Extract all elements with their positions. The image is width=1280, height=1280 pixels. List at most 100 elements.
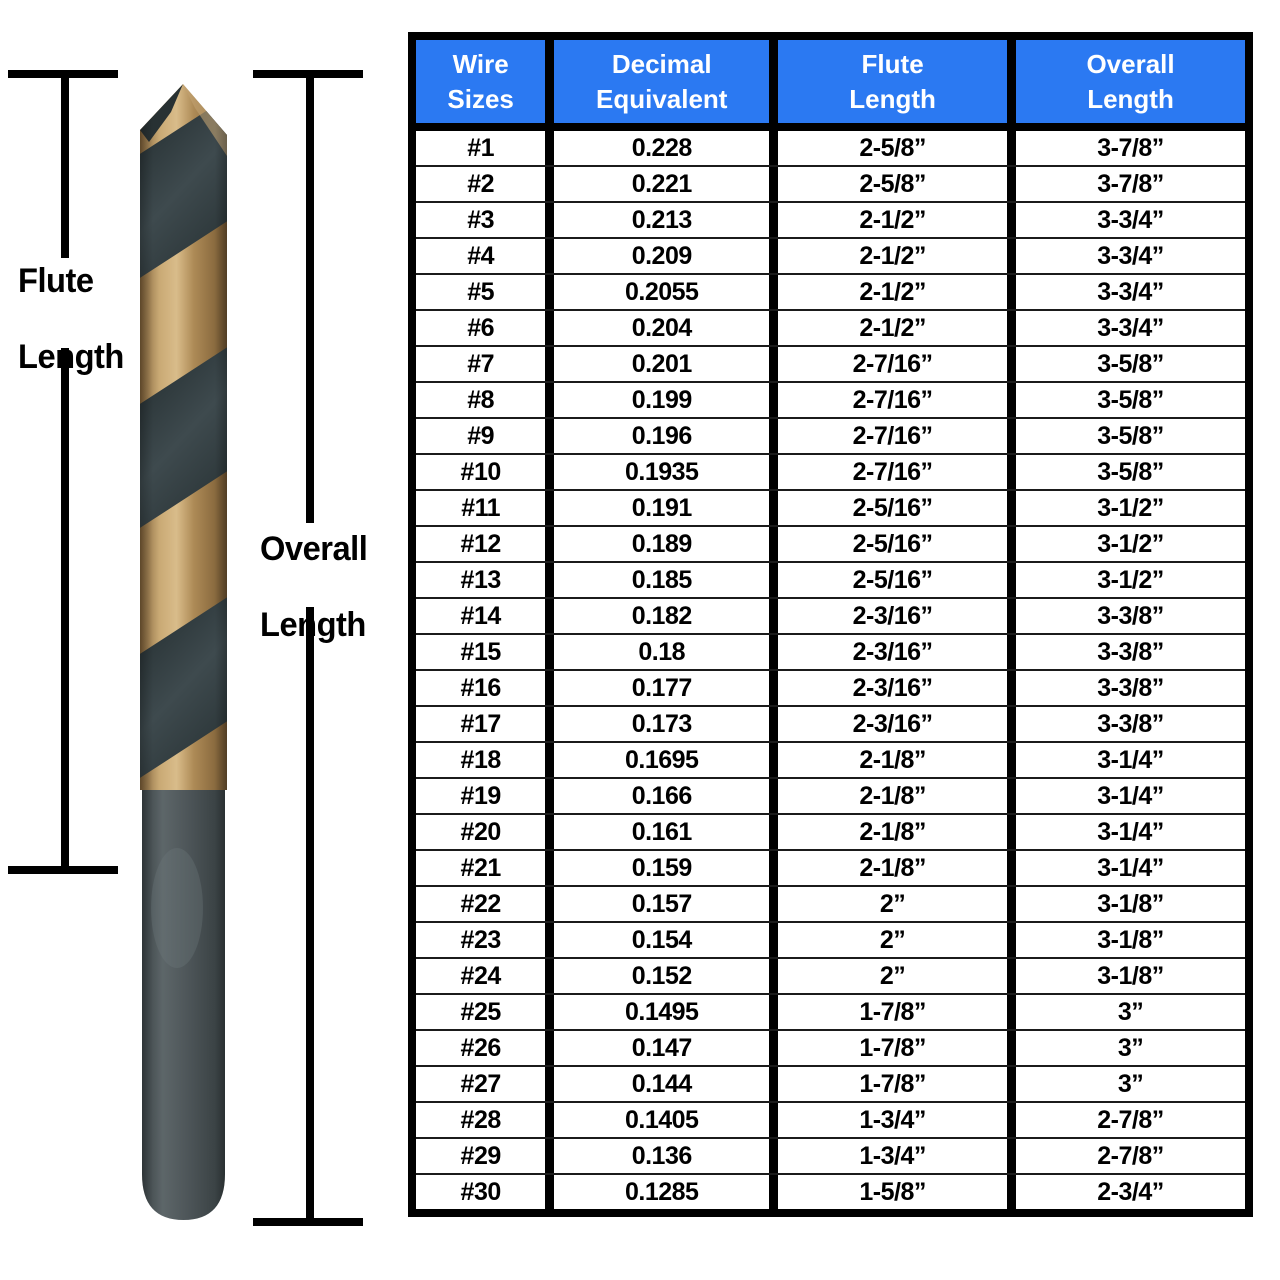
table-cell: 0.1285 xyxy=(545,1175,769,1209)
table-cell: 2-5/16” xyxy=(769,527,1007,561)
table-cell: #13 xyxy=(460,565,502,594)
table-cell: 2-1/2” xyxy=(769,239,1007,273)
table-cell: 2-7/16” xyxy=(769,383,1007,417)
table-cell: 0.166 xyxy=(545,779,769,813)
table-cell: 3-1/2” xyxy=(1007,563,1245,597)
table-cell: #4 xyxy=(467,241,495,270)
header-decimal-equivalent: Decimal Equivalent xyxy=(545,40,770,123)
table-cell: 0.173 xyxy=(545,707,769,741)
table-row: #19 0.166 2-1/8” 3-1/4” xyxy=(416,777,1245,813)
table-cell: 2-3/16” xyxy=(769,599,1007,633)
table-row: #10 0.1935 2-7/16” 3-5/8” xyxy=(416,453,1245,489)
table-cell: 2-5/8” xyxy=(769,167,1007,201)
table-cell: 0.177 xyxy=(545,671,769,705)
header-overall-length: Overall Length xyxy=(1007,40,1245,123)
table-cell: 2-7/16” xyxy=(769,419,1007,453)
table-cell: 2” xyxy=(769,923,1007,957)
table-cell: #27 xyxy=(460,1069,502,1098)
table-cell: 3-3/8” xyxy=(1007,635,1245,669)
table-row: #8 0.199 2-7/16” 3-5/8” xyxy=(416,381,1245,417)
table-cell: #30 xyxy=(460,1177,502,1206)
table-cell: #19 xyxy=(460,781,502,810)
table-cell: 2-5/8” xyxy=(769,131,1007,165)
drill-size-table: Wire Sizes Decimal Equivalent Flute Length … xyxy=(408,32,1253,1217)
table-cell: 0.182 xyxy=(545,599,769,633)
table-cell: 1-3/4” xyxy=(769,1103,1007,1137)
table-cell: 0.209 xyxy=(545,239,769,273)
overall-dim-bottom-cap xyxy=(253,1218,363,1226)
table-cell: #21 xyxy=(460,853,502,882)
table-cell: #28 xyxy=(460,1105,502,1134)
table-cell: 0.157 xyxy=(545,887,769,921)
header-line: Length xyxy=(1087,83,1174,114)
table-cell: 3-3/8” xyxy=(1007,707,1245,741)
header-line: Wire xyxy=(452,48,509,79)
table-cell: 0.199 xyxy=(545,383,769,417)
table-cell: #24 xyxy=(460,961,502,990)
table-cell: #22 xyxy=(460,889,502,918)
header-line: Decimal xyxy=(611,48,712,79)
table-cell: 0.1405 xyxy=(545,1103,769,1137)
table-row: #22 0.157 2” 3-1/8” xyxy=(416,885,1245,921)
table-cell: #29 xyxy=(460,1141,502,1170)
table-row: #13 0.185 2-5/16” 3-1/2” xyxy=(416,561,1245,597)
table-cell: 3-1/4” xyxy=(1007,743,1245,777)
table-cell: #20 xyxy=(460,817,502,846)
table-cell: 0.204 xyxy=(545,311,769,345)
table-cell: 2-7/16” xyxy=(769,347,1007,381)
header-wire-sizes: Wire Sizes xyxy=(416,40,546,123)
table-body: #1 0.228 2-5/8” 3-7/8” #2 0.221 2-5/8” 3-7/8” #3… xyxy=(416,131,1245,1209)
table-cell: 0.144 xyxy=(545,1067,769,1101)
table-row: #2 0.221 2-5/8” 3-7/8” xyxy=(416,165,1245,201)
flute-dim-line-lower xyxy=(61,348,69,866)
flute-label-line1: Flute xyxy=(18,262,94,300)
table-row: #20 0.161 2-1/8” 3-1/4” xyxy=(416,813,1245,849)
table-cell: 2-1/8” xyxy=(769,815,1007,849)
flute-label-line2: Length xyxy=(18,338,124,376)
flute-dim-bottom-cap xyxy=(8,866,118,874)
table-row: #25 0.1495 1-7/8” 3” xyxy=(416,993,1245,1029)
header-line: Sizes xyxy=(447,83,514,114)
table-cell: #18 xyxy=(460,745,502,774)
table-cell: 0.1495 xyxy=(545,995,769,1029)
table-cell: #8 xyxy=(467,385,495,414)
table-cell: 0.159 xyxy=(545,851,769,885)
table-cell: 3-3/4” xyxy=(1007,275,1245,309)
table-row: #3 0.213 2-1/2” 3-3/4” xyxy=(416,201,1245,237)
table-cell: 0.221 xyxy=(545,167,769,201)
table-cell: #2 xyxy=(467,169,495,198)
table-cell: 3-1/2” xyxy=(1007,527,1245,561)
table-cell: 3-7/8” xyxy=(1007,167,1245,201)
table-row: #27 0.144 1-7/8” 3” xyxy=(416,1065,1245,1101)
table-cell: 0.201 xyxy=(545,347,769,381)
table-row: #4 0.209 2-1/2” 3-3/4” xyxy=(416,237,1245,273)
table-cell: 0.152 xyxy=(545,959,769,993)
header-line: Overall xyxy=(1086,48,1175,79)
table-cell: 2-3/4” xyxy=(1007,1175,1245,1209)
table-cell: 3-3/4” xyxy=(1007,311,1245,345)
table-cell: 3-3/4” xyxy=(1007,203,1245,237)
table-cell: 1-3/4” xyxy=(769,1139,1007,1173)
table-cell: 2-7/8” xyxy=(1007,1139,1245,1173)
table-cell: 0.136 xyxy=(545,1139,769,1173)
header-line: Flute xyxy=(861,48,924,79)
overall-dim-line-upper xyxy=(306,70,314,523)
table-cell: #1 xyxy=(467,133,495,162)
table-cell: #6 xyxy=(467,313,495,342)
table-header-row: Wire Sizes Decimal Equivalent Flute Length … xyxy=(416,40,1245,131)
table-row: #16 0.177 2-3/16” 3-3/8” xyxy=(416,669,1245,705)
table-row: #14 0.182 2-3/16” 3-3/8” xyxy=(416,597,1245,633)
table-cell: 2-1/8” xyxy=(769,743,1007,777)
table-cell: 2-3/16” xyxy=(769,671,1007,705)
table-cell: 0.1935 xyxy=(545,455,769,489)
table-row: #30 0.1285 1-5/8” 2-3/4” xyxy=(416,1173,1245,1209)
table-cell: 2-5/16” xyxy=(769,491,1007,525)
table-cell: #3 xyxy=(467,205,495,234)
table-cell: 3-7/8” xyxy=(1007,131,1245,165)
table-cell: 0.18 xyxy=(545,635,769,669)
table-cell: 3-1/2” xyxy=(1007,491,1245,525)
table-cell: #23 xyxy=(460,925,502,954)
table-cell: 3” xyxy=(1007,1067,1245,1101)
table-cell: 2-3/16” xyxy=(769,635,1007,669)
